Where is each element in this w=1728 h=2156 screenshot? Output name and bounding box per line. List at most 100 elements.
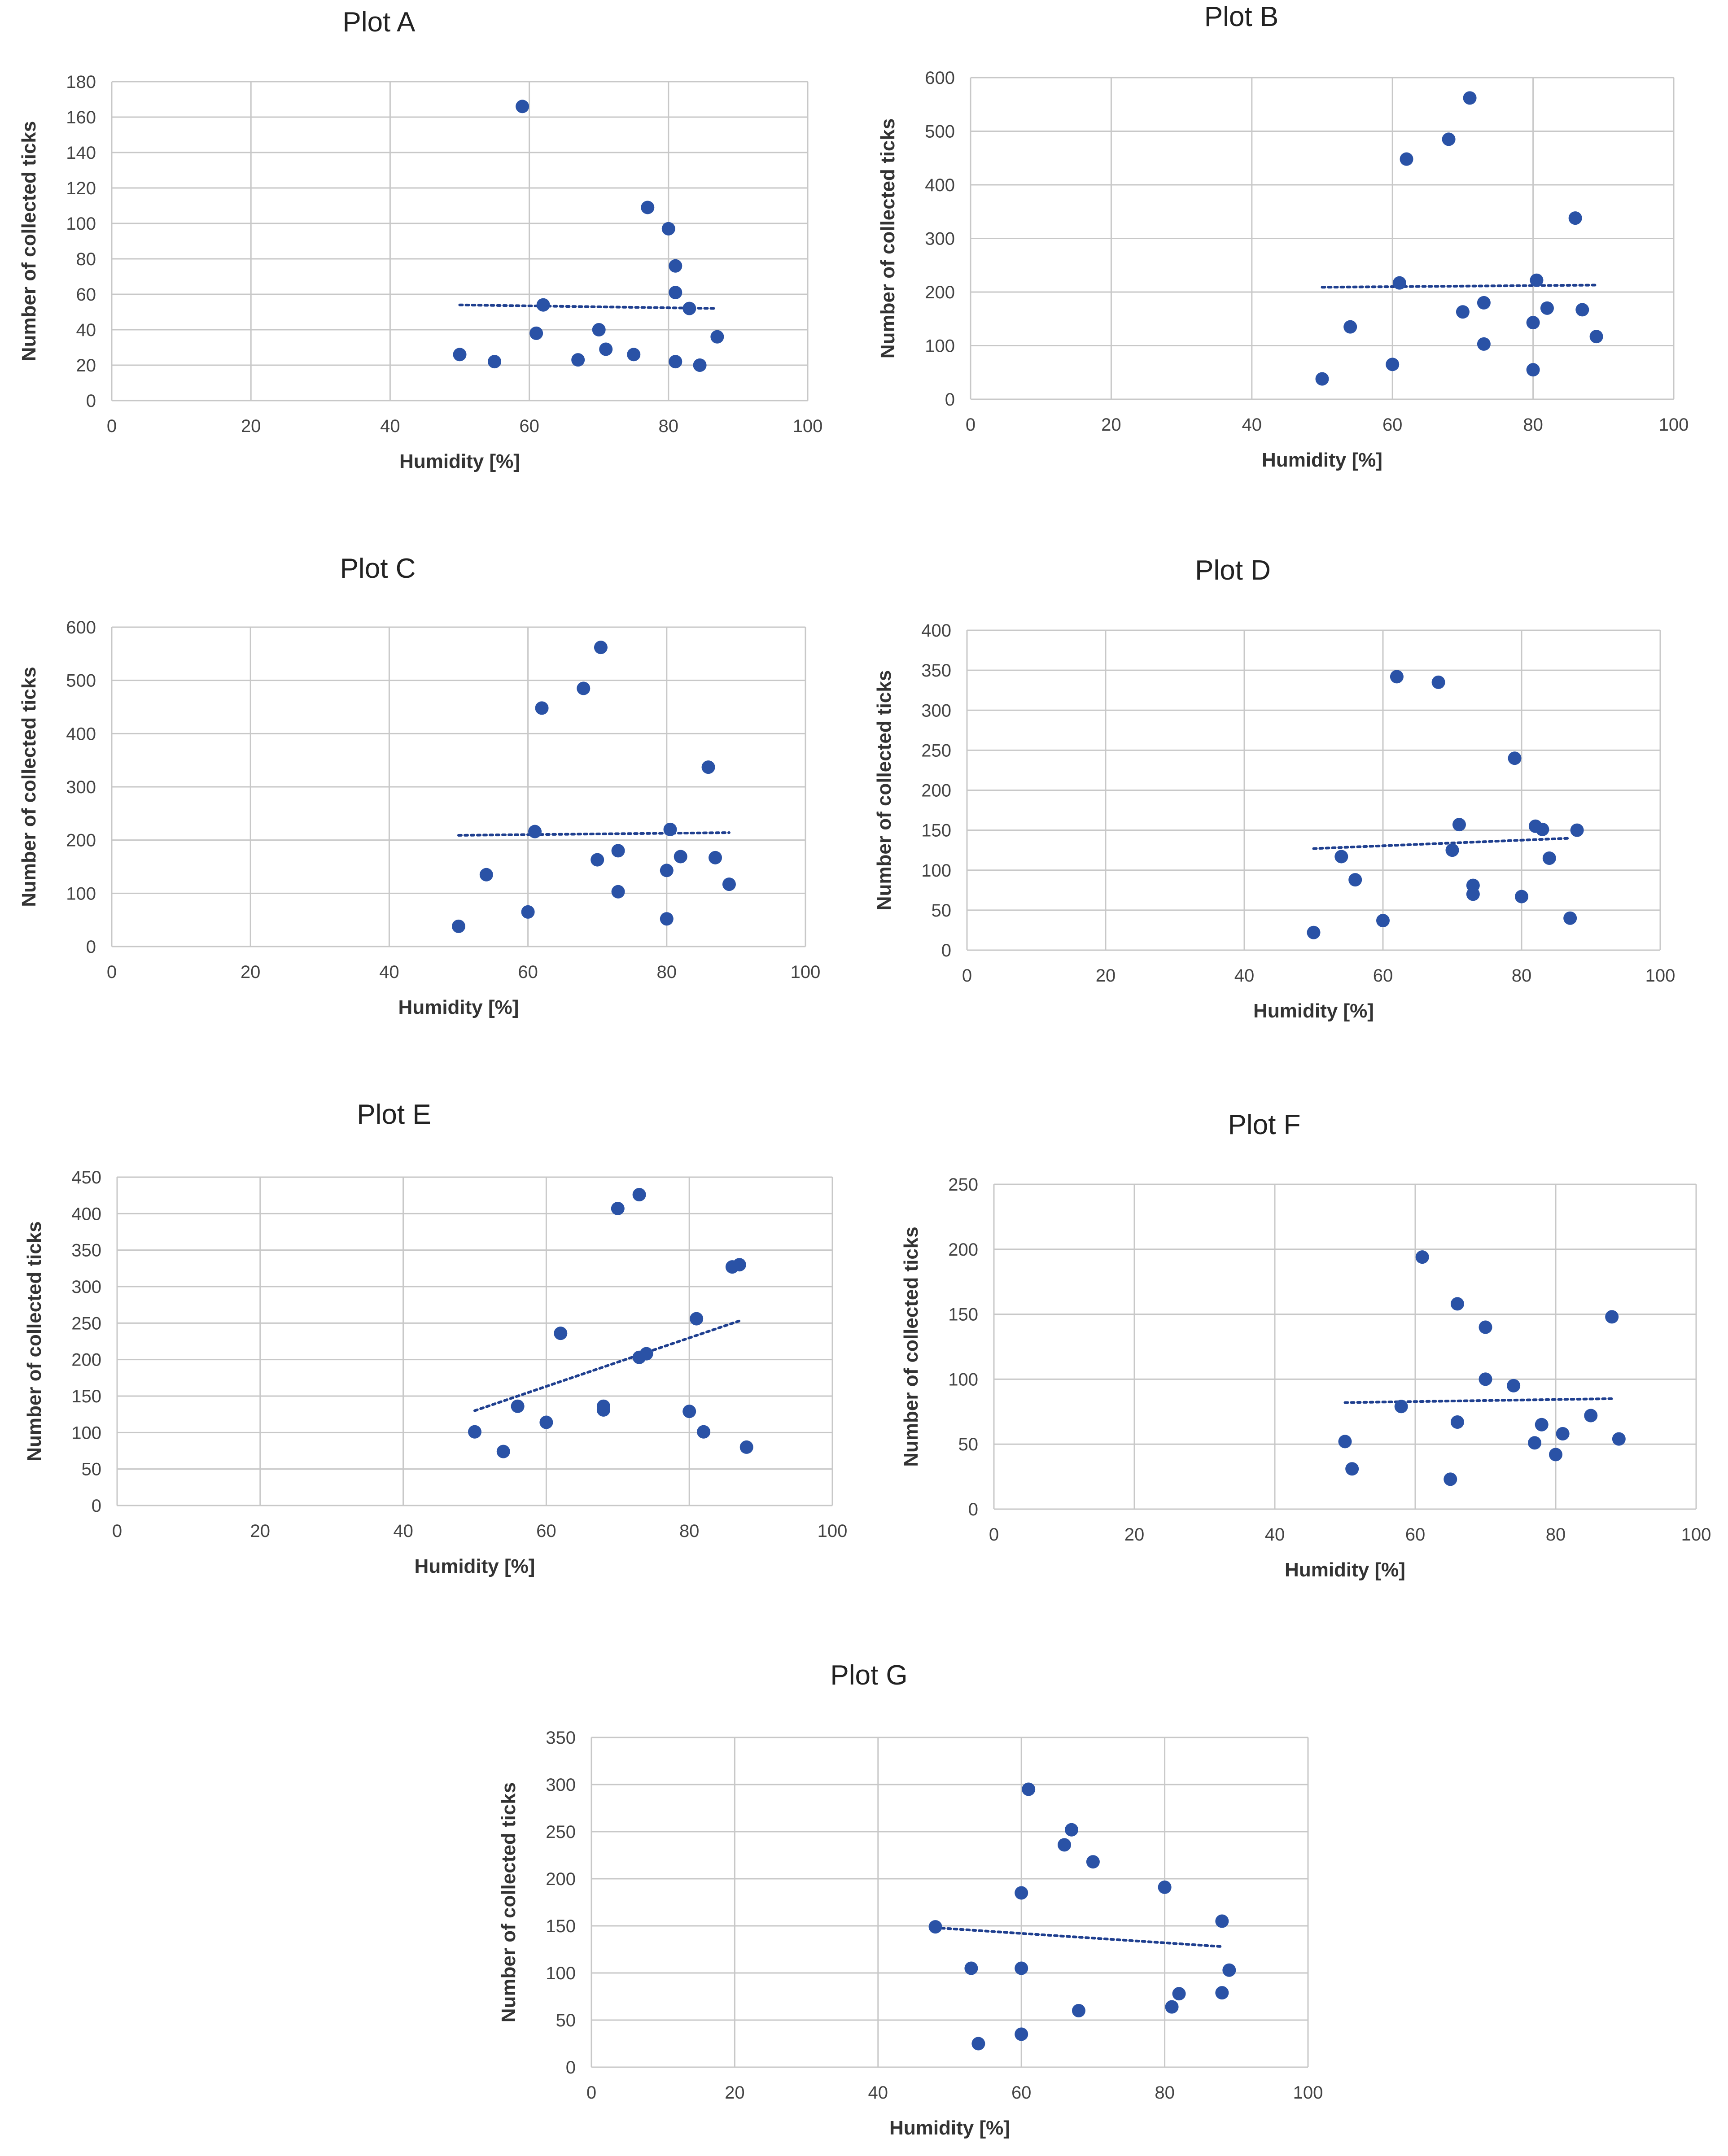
y-tick-label: 0: [86, 937, 96, 957]
trendline: [1321, 284, 1598, 289]
y-tick-label: 100: [948, 1370, 978, 1389]
y-tick-label: 250: [921, 741, 951, 760]
x-tick-label: 20: [1101, 415, 1121, 435]
x-axis-label: Humidity [%]: [415, 1555, 535, 1577]
data-point: [1530, 273, 1544, 287]
chart-5: 0 20 40 60 80 100 0 50 100 150 200 250 300 350 400 450 P…: [23, 1099, 847, 1577]
data-point: [660, 912, 674, 926]
data-point: [1452, 818, 1466, 832]
data-point: [1334, 850, 1348, 864]
x-tick-label: 100: [1659, 415, 1689, 435]
y-tick-label: 0: [566, 2058, 576, 2077]
y-tick-label: 50: [82, 1460, 102, 1480]
y-tick-label: 50: [958, 1435, 979, 1454]
y-tick-label: 50: [556, 2011, 576, 2030]
y-tick-label: 140: [66, 143, 96, 163]
data-point: [496, 1445, 510, 1458]
data-point: [1386, 358, 1400, 371]
data-point: [1563, 911, 1577, 925]
x-tick-label: 100: [818, 1521, 848, 1541]
data-point: [1568, 211, 1582, 225]
data-point: [928, 1920, 942, 1934]
data-point: [627, 348, 641, 362]
x-tick-label: 0: [107, 416, 117, 436]
data-point: [660, 864, 674, 877]
y-axis-label: Number of collected ticks: [18, 667, 40, 907]
chart-3: 0 20 40 60 80 100 0 100 200 300 400 500 600 Plot C Hum…: [18, 553, 820, 1018]
data-point: [1222, 1963, 1236, 1977]
data-point: [479, 868, 493, 882]
x-tick-label: 40: [393, 1521, 413, 1541]
y-tick-label: 50: [932, 901, 952, 921]
x-tick-label: 80: [1546, 1525, 1566, 1545]
y-tick-label: 500: [66, 671, 96, 691]
data-point: [1315, 372, 1329, 386]
data-point: [1442, 132, 1456, 146]
y-tick-label: 200: [925, 283, 955, 302]
y-tick-label: 400: [66, 724, 96, 744]
y-tick-label: 100: [921, 861, 951, 881]
y-tick-label: 450: [71, 1168, 101, 1187]
data-point: [1307, 925, 1321, 939]
y-tick-label: 100: [71, 1423, 101, 1443]
data-point: [1575, 303, 1589, 317]
y-tick-label: 250: [948, 1175, 978, 1195]
x-tick-label: 100: [793, 416, 823, 436]
data-point: [1526, 316, 1540, 330]
data-point: [1015, 1886, 1028, 1900]
data-point: [1605, 1310, 1619, 1324]
x-tick-label: 60: [1011, 2083, 1032, 2103]
x-tick-label: 0: [966, 415, 976, 435]
data-point: [1394, 1400, 1408, 1414]
data-point: [1072, 2004, 1085, 2017]
x-tick-label: 80: [1512, 966, 1532, 986]
data-point: [641, 201, 655, 214]
data-point: [1463, 91, 1477, 105]
data-point: [453, 348, 467, 362]
x-tick-label: 60: [1382, 415, 1403, 435]
data-point: [1215, 1914, 1229, 1928]
data-point: [1479, 1320, 1492, 1334]
data-point: [1584, 1409, 1598, 1423]
x-tick-label: 60: [518, 962, 538, 982]
x-axis-label: Humidity [%]: [1262, 449, 1382, 471]
data-point: [1536, 822, 1549, 836]
data-point: [1540, 301, 1554, 315]
data-point: [1392, 276, 1406, 290]
y-tick-label: 250: [546, 1822, 576, 1842]
data-point: [1215, 1986, 1229, 2000]
chart-title: Plot G: [830, 1660, 907, 1691]
data-point: [697, 1425, 711, 1439]
data-point: [1477, 296, 1491, 310]
y-tick-label: 40: [76, 320, 96, 340]
y-tick-label: 400: [71, 1204, 101, 1224]
data-point: [1345, 1462, 1359, 1476]
data-point: [639, 1347, 653, 1361]
y-tick-label: 250: [71, 1314, 101, 1333]
data-point: [528, 825, 542, 838]
x-tick-label: 20: [725, 2083, 745, 2103]
x-tick-label: 40: [1242, 415, 1262, 435]
data-point: [1165, 2000, 1179, 2014]
data-point: [661, 222, 675, 236]
data-point: [1549, 1448, 1562, 1462]
data-point: [1390, 670, 1404, 684]
chart-title: Plot A: [343, 7, 416, 38]
y-tick-label: 0: [941, 941, 951, 960]
x-tick-label: 80: [657, 962, 677, 982]
chart-1: 0 20 40 60 80 100 0 20 40 60 80 100 120 140 160 180 Plot…: [18, 7, 822, 472]
data-point: [1477, 337, 1491, 351]
trendline: [473, 1319, 741, 1412]
data-point: [591, 853, 604, 867]
x-tick-label: 0: [107, 962, 117, 982]
y-axis-label: Number of collected ticks: [873, 670, 895, 910]
x-tick-label: 60: [1373, 966, 1393, 986]
x-tick-label: 20: [1124, 1525, 1145, 1545]
x-axis-label: Humidity [%]: [399, 450, 520, 472]
data-point: [1064, 1823, 1078, 1837]
x-tick-label: 40: [868, 2083, 888, 2103]
data-point: [592, 323, 606, 336]
x-tick-label: 20: [250, 1521, 271, 1541]
x-tick-label: 0: [989, 1525, 999, 1545]
chart-2: 0 20 40 60 80 100 0 100 200 300 400 500 600 Plot B Hum…: [877, 1, 1689, 471]
